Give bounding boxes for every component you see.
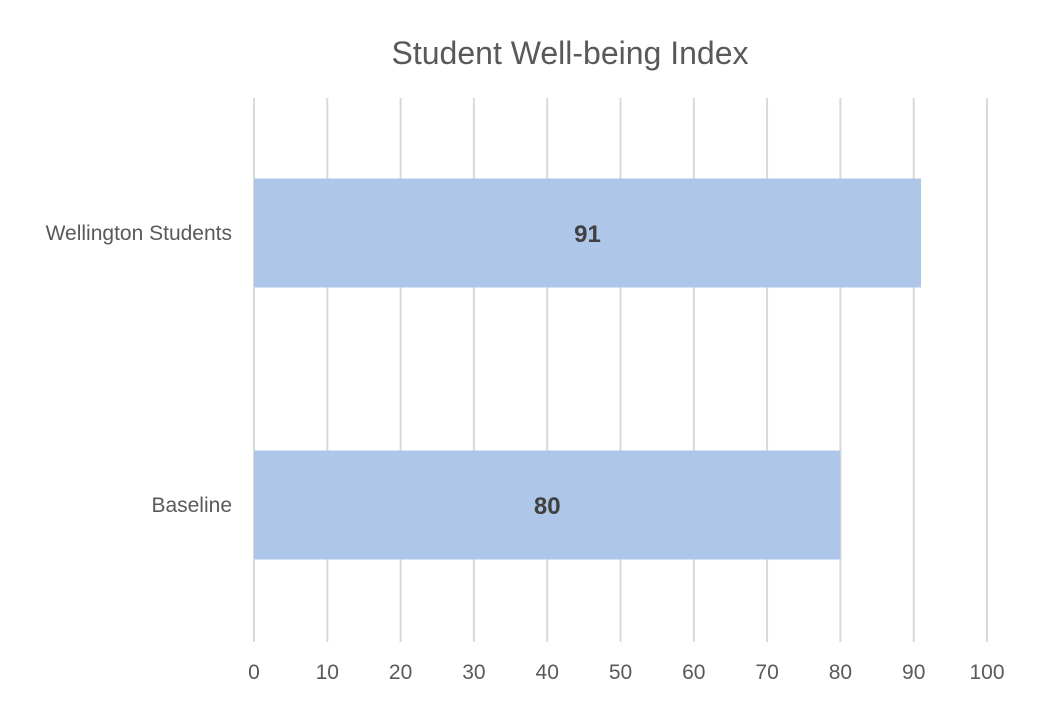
category-label: Baseline: [151, 494, 232, 517]
x-tick-label: 20: [389, 661, 412, 684]
x-tick-label: 100: [969, 661, 1004, 684]
x-tick-label: 90: [902, 661, 925, 684]
x-tick-label: 60: [682, 661, 705, 684]
x-tick-label: 70: [755, 661, 778, 684]
category-labels: Wellington Students Baseline: [46, 222, 232, 517]
x-tick-label: 40: [536, 661, 559, 684]
x-tick-label: 50: [609, 661, 632, 684]
x-tick-label: 10: [316, 661, 339, 684]
data-label: 91: [574, 221, 601, 248]
data-label: 80: [534, 493, 561, 520]
chart-title: Student Well-being Index: [392, 35, 749, 71]
x-tick-label: 80: [829, 661, 852, 684]
x-tick-label: 0: [248, 661, 260, 684]
x-axis-tick-labels: 0 10 20 30 40 50 60 70 80 90 100: [248, 661, 1004, 684]
bars: [254, 178, 922, 560]
x-tick-label: 30: [462, 661, 485, 684]
data-labels: 91 80: [534, 221, 601, 520]
category-label: Wellington Students: [46, 222, 232, 245]
bar: [254, 450, 841, 560]
bar: [254, 178, 922, 288]
